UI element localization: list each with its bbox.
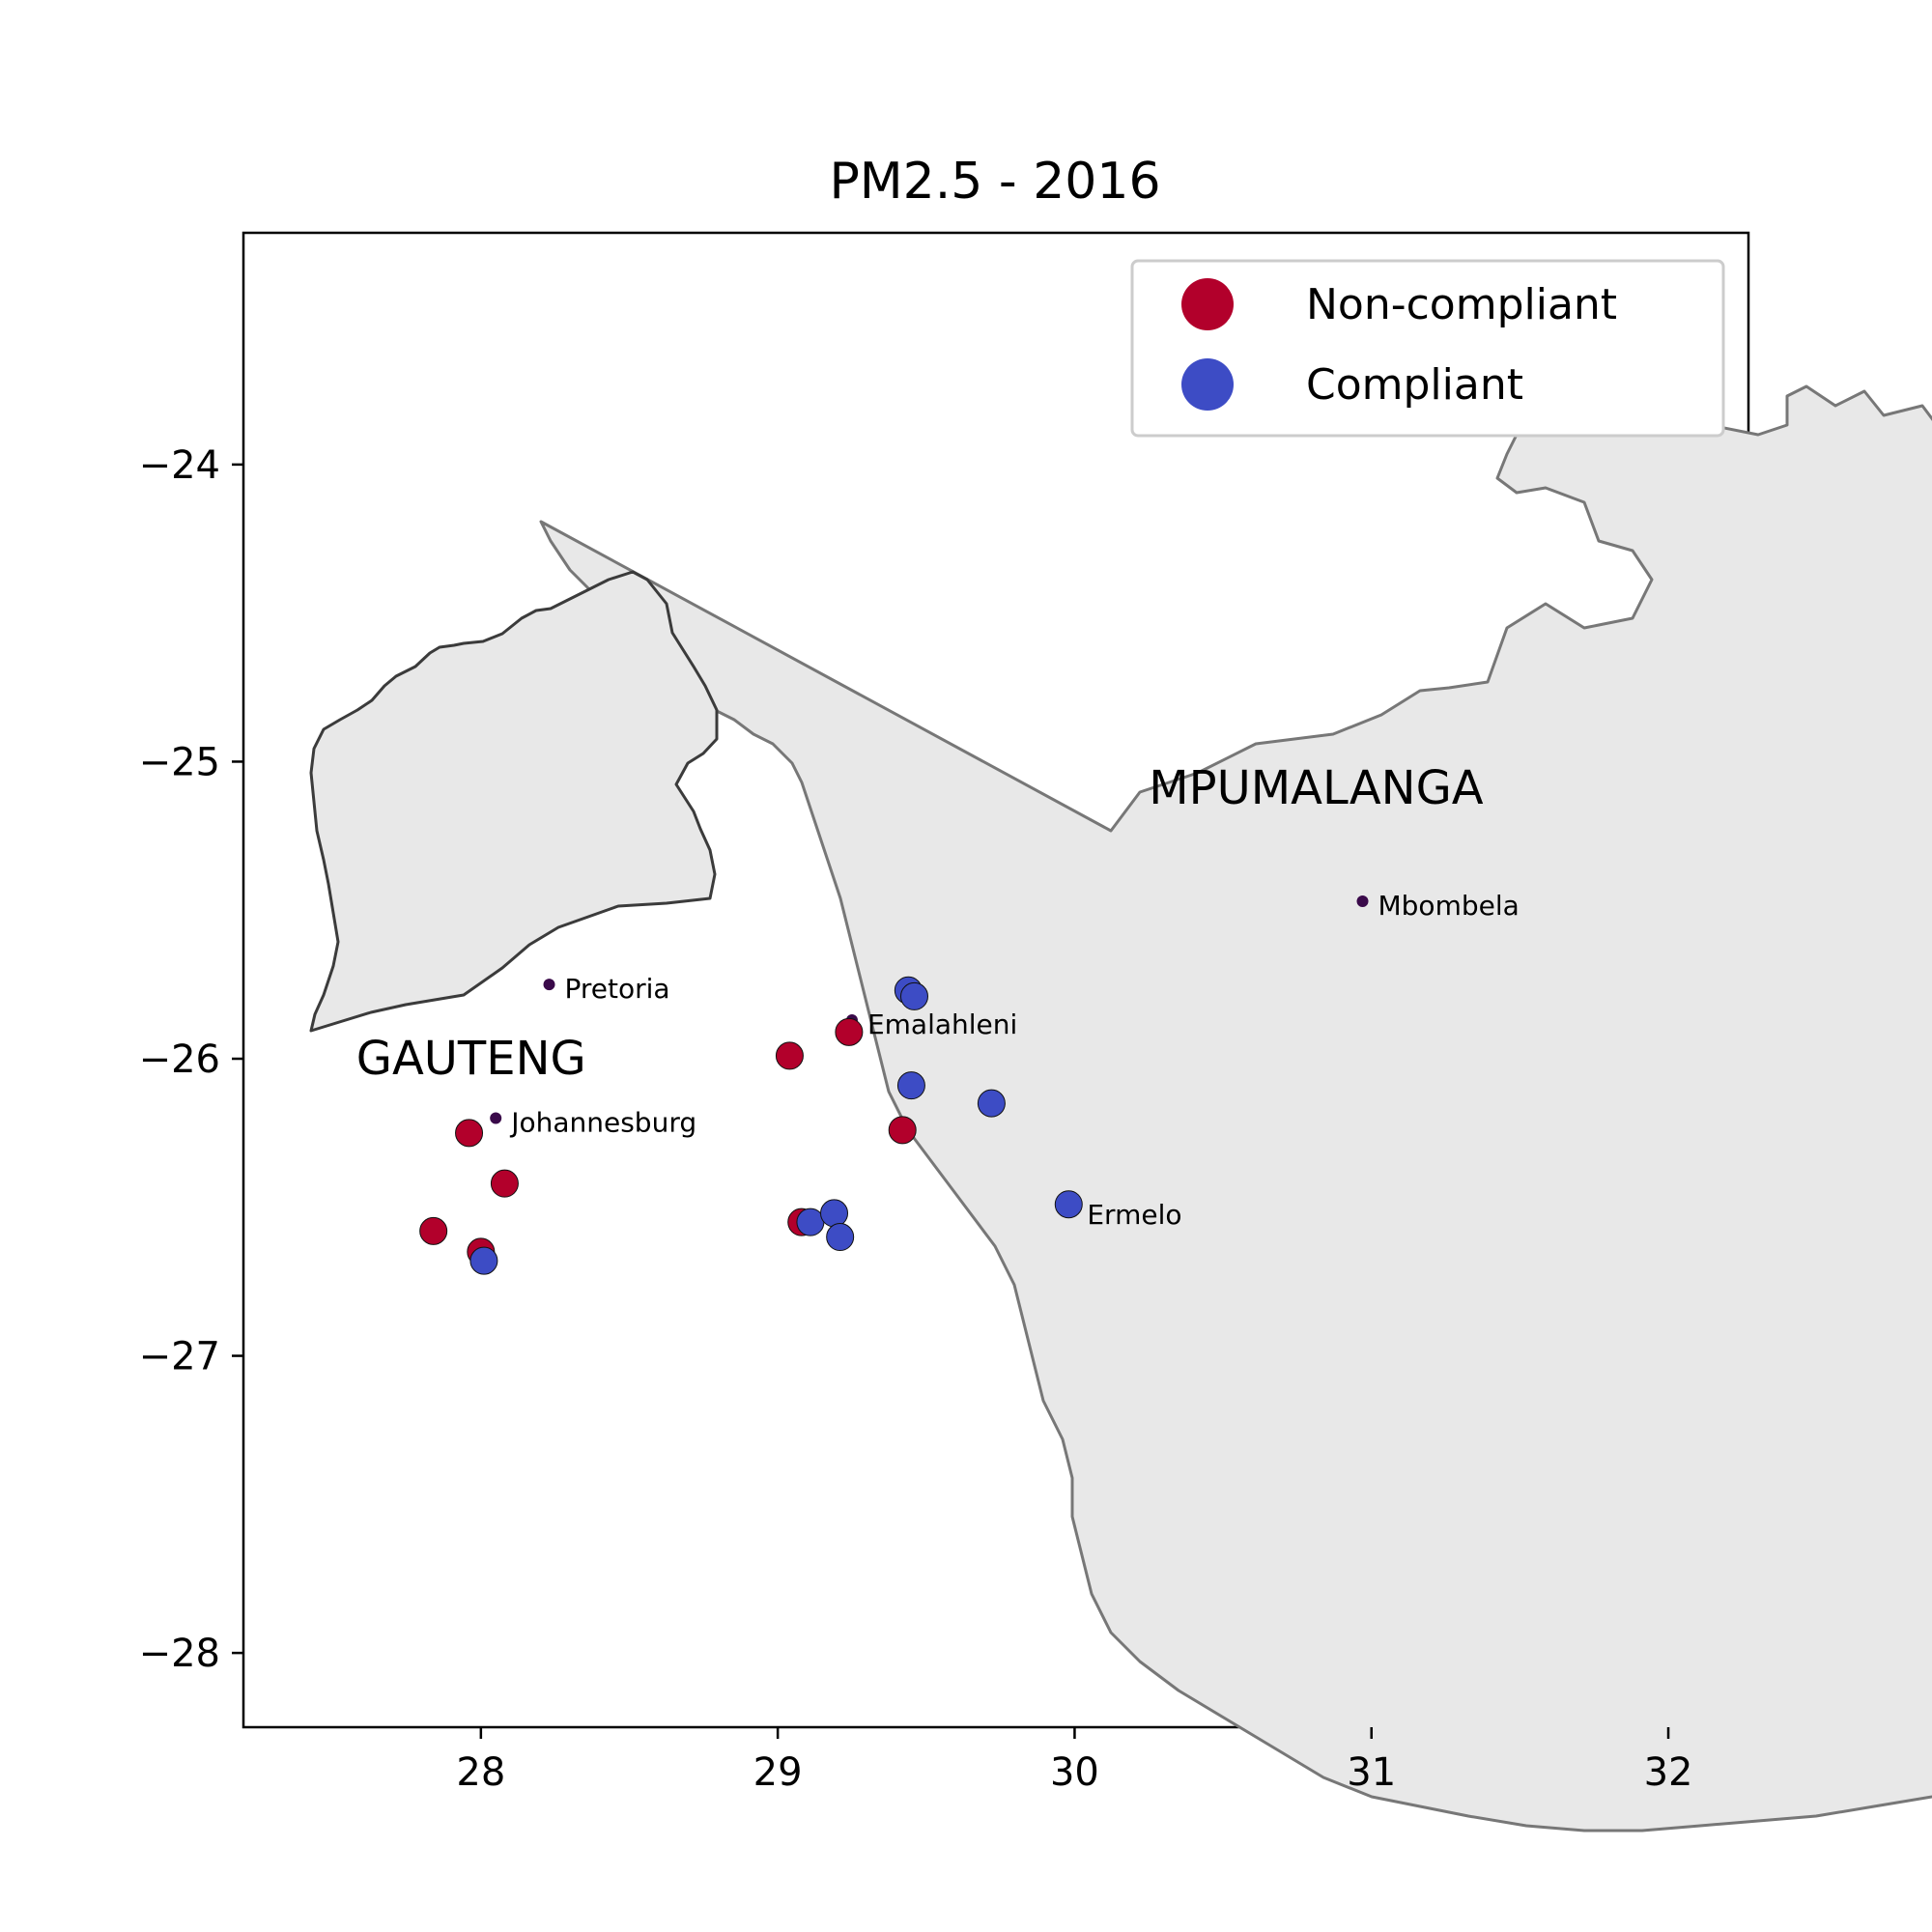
x-tick-label: 30 (1050, 1750, 1099, 1795)
city-marker-mbombela (1356, 895, 1369, 907)
gauteng-province (309, 570, 719, 1033)
monitoring-site-compliant[interactable] (896, 1071, 925, 1100)
region-labels: GAUTENG MPUMALANGA (356, 761, 1484, 1086)
city-marker-johannesburg (490, 1112, 502, 1124)
monitoring-site-compliant[interactable] (820, 1199, 849, 1228)
monitoring-site-compliant[interactable] (1054, 1190, 1083, 1219)
y-tick-label: −24 (139, 443, 220, 488)
monitoring-site-compliant[interactable] (796, 1208, 825, 1236)
legend-marker-non-compliant (1181, 278, 1234, 330)
legend-marker-compliant (1181, 358, 1234, 411)
city-label-emalahleni: Emalahleni (867, 1009, 1017, 1040)
y-tick-label: −26 (139, 1037, 220, 1082)
monitoring-site-non-compliant[interactable] (835, 1017, 864, 1046)
plot-area: Non-compliant Compliant GAUTENG MPUMALANG… (242, 231, 1932, 1833)
y-tick-label: −25 (139, 740, 220, 784)
x-tick-label: 32 (1644, 1750, 1693, 1795)
legend: Non-compliant Compliant (1130, 259, 1725, 438)
city-layer: Pretoria Emalahleni Johannesburg Mbombela Er… (490, 890, 1520, 1231)
monitoring-site-non-compliant[interactable] (775, 1041, 804, 1070)
monitoring-site-compliant[interactable] (826, 1223, 855, 1252)
city-label-mbombela: Mbombela (1378, 890, 1520, 922)
legend-label-non-compliant: Non-compliant (1306, 280, 1617, 329)
region-label-mpumalanga: MPUMALANGA (1149, 761, 1484, 815)
region-label-gauteng: GAUTENG (356, 1032, 586, 1086)
city-label-pretoria: Pretoria (565, 973, 670, 1005)
city-label-ermelo: Ermelo (1087, 1199, 1181, 1231)
x-tick-label: 31 (1347, 1750, 1396, 1795)
y-axis: −24 −25 −26 −27 −28 (139, 443, 243, 1676)
monitoring-site-layer (419, 976, 1083, 1275)
monitoring-site-compliant[interactable] (469, 1246, 498, 1275)
monitoring-site-compliant[interactable] (899, 981, 928, 1010)
legend-frame (1130, 259, 1725, 438)
map-title: PM2.5 - 2016 (829, 153, 1160, 211)
x-tick-label: 28 (456, 1750, 505, 1795)
y-tick-label: −27 (139, 1335, 220, 1379)
city-label-johannesburg: Johannesburg (509, 1107, 696, 1139)
monitoring-site-non-compliant[interactable] (455, 1119, 484, 1148)
y-tick-label: −28 (139, 1632, 220, 1676)
monitoring-site-non-compliant[interactable] (419, 1216, 448, 1245)
monitoring-site-compliant[interactable] (977, 1089, 1006, 1118)
x-tick-label: 29 (753, 1750, 803, 1795)
monitoring-site-non-compliant[interactable] (888, 1116, 917, 1145)
monitoring-site-non-compliant[interactable] (490, 1169, 519, 1198)
legend-label-compliant: Compliant (1306, 360, 1523, 410)
city-marker-pretoria (543, 979, 555, 991)
x-axis: 28 29 30 31 32 (456, 1727, 1692, 1795)
